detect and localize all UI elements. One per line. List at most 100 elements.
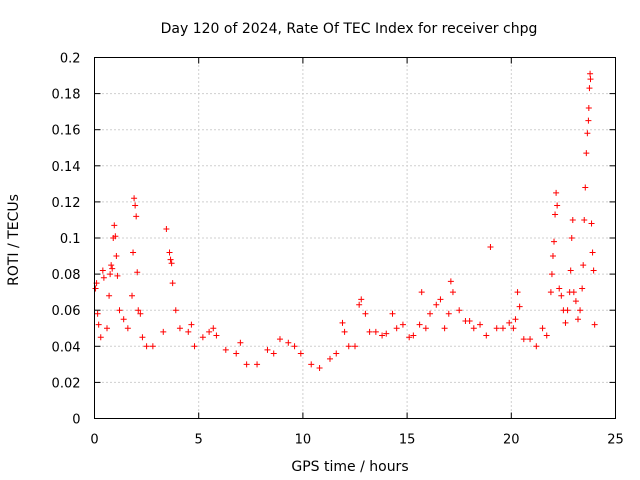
- data-point: [104, 325, 111, 332]
- data-point: [470, 325, 477, 332]
- data-point: [449, 289, 456, 296]
- data-point: [389, 310, 396, 317]
- data-point: [547, 289, 554, 296]
- x-axis-title: GPS time / hours: [291, 459, 408, 475]
- data-point: [399, 321, 406, 328]
- y-tick-label: 0.16: [52, 124, 81, 139]
- data-point: [345, 343, 352, 350]
- data-point: [333, 350, 340, 357]
- data-point: [558, 292, 565, 299]
- data-point: [590, 267, 597, 274]
- data-point: [243, 361, 250, 368]
- chart-title: Day 120 of 2024, Rate Of TEC Index for r…: [161, 21, 538, 37]
- data-point: [107, 271, 114, 278]
- data-point: [254, 361, 261, 368]
- data-point: [567, 267, 574, 274]
- data-point: [574, 316, 581, 323]
- data-point: [210, 325, 217, 332]
- data-point: [510, 325, 517, 332]
- data-point: [297, 350, 304, 357]
- data-point: [577, 307, 584, 314]
- data-point: [339, 319, 346, 326]
- data-point: [133, 213, 140, 220]
- data-point: [112, 233, 119, 240]
- data-point: [109, 265, 116, 272]
- data-point: [94, 310, 101, 317]
- data-point: [552, 211, 559, 218]
- data-point: [383, 330, 390, 337]
- y-tick-label: 0.18: [52, 88, 81, 103]
- data-point: [520, 336, 527, 343]
- x-tick-label: 25: [607, 433, 624, 448]
- x-tick-label: 10: [295, 433, 312, 448]
- data-point: [562, 319, 569, 326]
- data-point: [581, 216, 588, 223]
- data-point: [587, 70, 594, 77]
- data-point: [487, 244, 494, 251]
- data-point: [514, 289, 521, 296]
- y-tick-labels: 0 0.02 0.04 0.06 0.08 0.1 0.12 0.14 0.16 0.18 0.2: [52, 52, 81, 428]
- data-point: [539, 325, 546, 332]
- data-point: [447, 278, 454, 285]
- data-point: [587, 76, 594, 83]
- data-point: [527, 336, 534, 343]
- data-point: [166, 249, 173, 256]
- data-point: [584, 130, 591, 137]
- data-point: [366, 328, 373, 335]
- data-point: [456, 307, 463, 314]
- data-point: [583, 150, 590, 157]
- data-point: [137, 310, 144, 317]
- x-tick-label: 0: [90, 433, 98, 448]
- data-point: [135, 307, 142, 314]
- data-point: [163, 225, 170, 232]
- data-point: [516, 303, 523, 310]
- data-point: [233, 350, 240, 357]
- y-tick-label: 0.08: [52, 268, 81, 283]
- y-tick-label: 0.02: [52, 376, 81, 391]
- data-point: [237, 339, 244, 346]
- y-tick-label: 0.06: [52, 304, 81, 319]
- data-point: [588, 220, 595, 227]
- data-point: [172, 307, 179, 314]
- data-point: [543, 332, 550, 339]
- data-point: [160, 328, 167, 335]
- data-points: [92, 70, 598, 371]
- data-point: [308, 361, 315, 368]
- data-point: [554, 202, 561, 209]
- data-point: [372, 328, 379, 335]
- data-point: [586, 85, 593, 92]
- data-point: [499, 325, 506, 332]
- data-point: [143, 343, 150, 350]
- data-point: [406, 334, 413, 341]
- data-point: [568, 235, 575, 241]
- data-point: [276, 336, 283, 343]
- grid-lines: [94, 57, 616, 419]
- data-point: [356, 301, 363, 308]
- data-point: [132, 202, 139, 209]
- data-point: [222, 346, 229, 353]
- data-point: [512, 316, 519, 323]
- data-point: [441, 325, 448, 332]
- data-point: [445, 310, 452, 317]
- data-point: [437, 296, 444, 303]
- data-point: [556, 285, 563, 292]
- data-point: [111, 222, 118, 229]
- y-tick-label: 0.12: [52, 196, 81, 211]
- data-point: [570, 289, 577, 296]
- data-point: [418, 289, 425, 296]
- data-point: [549, 253, 556, 260]
- data-point: [149, 343, 156, 350]
- data-point: [580, 262, 587, 269]
- data-point: [191, 343, 198, 350]
- data-point: [168, 260, 175, 267]
- data-point: [548, 271, 555, 278]
- data-point: [553, 189, 560, 196]
- data-point: [533, 343, 540, 350]
- data-point: [114, 272, 121, 279]
- data-point: [176, 325, 183, 332]
- data-point: [167, 256, 174, 263]
- data-point: [589, 249, 596, 256]
- data-point: [124, 325, 131, 332]
- data-point: [483, 332, 490, 339]
